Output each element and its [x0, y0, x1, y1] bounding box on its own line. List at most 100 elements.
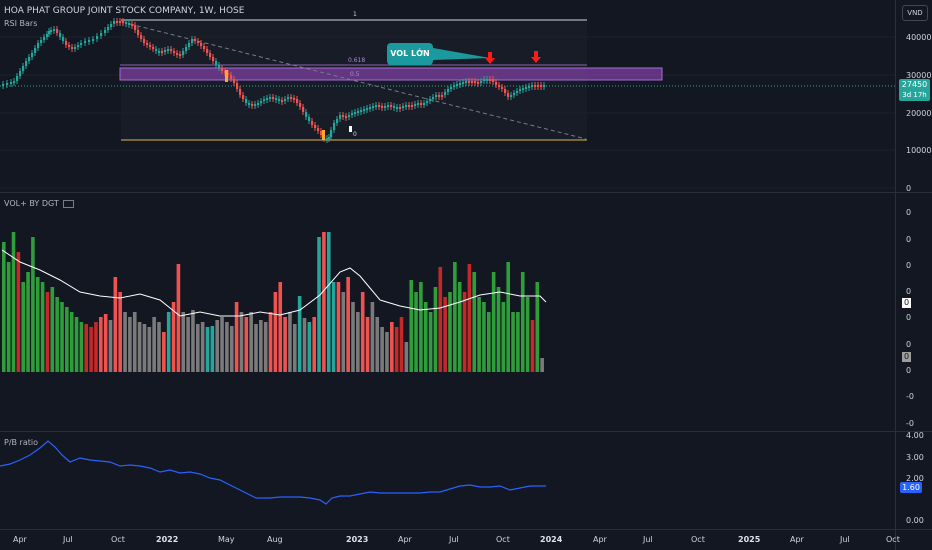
candle-body [507, 93, 510, 97]
candle-body [122, 21, 125, 23]
candle-body [19, 71, 22, 76]
candle-body [465, 81, 468, 83]
time-tick: Aug [267, 535, 283, 544]
indicator-rsi-bars-label[interactable]: RSI Bars [4, 19, 38, 28]
time-tick-year: 2024 [540, 535, 563, 544]
volume-tick: 0 [906, 366, 912, 375]
candle-body [369, 107, 372, 109]
candle-body [314, 125, 317, 128]
candle-body [92, 39, 95, 41]
candle-body [185, 47, 188, 51]
candle-body [453, 85, 456, 87]
candle-body [486, 79, 489, 81]
volume-bar [220, 317, 224, 372]
candle-body [230, 75, 233, 79]
candle-body [513, 93, 516, 95]
candle-body [477, 82, 480, 84]
annotation-bubble[interactable]: VOL LỚN [387, 43, 433, 65]
candle-body [152, 47, 155, 49]
candle-body [227, 73, 230, 75]
volume-bar [491, 272, 496, 372]
volume-bar [390, 322, 394, 372]
candle-body [492, 79, 495, 82]
candle-body [13, 81, 16, 83]
candle-body [447, 89, 450, 92]
candle-body [275, 98, 278, 100]
candle-body [330, 130, 333, 137]
volume-tick: 0 [906, 261, 912, 270]
volume-bar [501, 302, 506, 372]
candle-body [140, 35, 143, 39]
volume-bar [394, 327, 399, 372]
fib-level-05-label: 0.5 [350, 71, 360, 78]
candle-body [50, 30, 53, 32]
candle-body [203, 46, 206, 49]
candle-body [296, 99, 299, 103]
candle-body [164, 50, 167, 52]
volume-bar [370, 302, 375, 372]
volume-bar [118, 292, 122, 372]
volume-bar [162, 332, 166, 372]
pane-divider-1[interactable] [0, 192, 932, 193]
volume-bar [186, 317, 190, 372]
volume-bar [331, 282, 336, 372]
volume-bar [205, 327, 210, 372]
candle-body [209, 53, 212, 57]
volume-bar [60, 302, 64, 372]
volume-bar [433, 287, 438, 372]
candle-body [450, 87, 453, 89]
candle-body [501, 87, 504, 89]
candle-body [372, 106, 375, 108]
candle-body [46, 34, 49, 37]
volume-bar [467, 264, 472, 372]
candle-body [88, 40, 91, 42]
volume-indicator-label[interactable]: VOL+ BY DGT [4, 199, 75, 208]
candle-body [74, 47, 77, 49]
candle-body [68, 45, 71, 47]
time-axis-divider [0, 529, 932, 530]
time-tick: Oct [111, 535, 125, 544]
volume-bar [506, 262, 510, 372]
currency-button[interactable]: VND [902, 5, 928, 21]
volume-bar [94, 322, 98, 372]
candle-body [37, 43, 40, 48]
candle-body [206, 49, 209, 53]
volume-bar [215, 320, 219, 372]
candle-body [390, 105, 393, 107]
candle-body [84, 41, 87, 43]
candle-body [25, 61, 28, 66]
candle-body [194, 39, 197, 41]
pb-tick: 3.00 [906, 453, 924, 462]
candle-body [396, 107, 399, 109]
candle-body [149, 45, 152, 47]
volume-bar [414, 292, 418, 372]
candle-body [408, 105, 411, 107]
candle-body [113, 21, 116, 24]
volume-bar [312, 317, 316, 372]
volume-bar [181, 312, 186, 372]
last-price-badge: 27450 3d 17h [899, 79, 930, 101]
volume-bar [472, 272, 477, 372]
candle-body [366, 108, 369, 110]
candle-body [134, 25, 137, 30]
candle-body [43, 37, 46, 40]
candle-body [158, 51, 161, 53]
candle-body [77, 45, 80, 47]
volume-bar [380, 327, 384, 372]
pb-indicator-label[interactable]: P/B ratio [4, 438, 38, 447]
eye-icon[interactable] [63, 199, 75, 208]
volume-bar [428, 312, 433, 372]
volume-bar [283, 317, 287, 372]
volume-bar [142, 324, 147, 372]
bar-countdown: 3d 17h [902, 91, 927, 99]
pane-divider-2[interactable] [0, 431, 932, 432]
annotation-pointer [433, 48, 490, 60]
candle-body [287, 97, 290, 99]
candle-body [405, 105, 408, 107]
candle-body [80, 43, 83, 45]
volume-bar [176, 264, 181, 372]
volume-bar [520, 272, 525, 372]
candle-body [345, 116, 348, 118]
candle-body [474, 81, 477, 83]
